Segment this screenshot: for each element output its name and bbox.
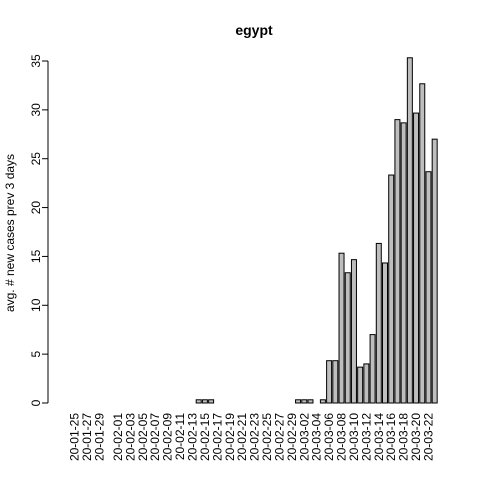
x-tick-label: 20-02-01 [111,413,125,461]
bar [332,360,339,404]
bar [208,399,215,404]
bar [350,259,357,404]
y-tick-label: 20 [29,201,43,215]
bar [431,138,438,404]
chart-title: egypt [235,22,273,38]
bar [413,112,420,404]
x-tick-label: 20-02-09 [161,413,175,461]
x-tick-label: 20-03-20 [409,413,423,461]
bar [295,399,302,404]
y-tick-label: 35 [29,54,43,68]
x-tick-label: 20-03-12 [359,413,373,461]
x-tick-label: 20-02-19 [223,413,237,461]
x-tick-label: 20-03-18 [397,413,411,461]
x-tick-label: 20-03-14 [372,413,386,461]
x-tick-label: 20-03-06 [322,413,336,461]
bar [195,399,202,404]
y-tick-label: 15 [29,249,43,263]
bar [363,363,370,404]
bar [400,122,407,404]
x-tick-label: 20-02-03 [123,413,137,461]
bar [375,242,382,404]
x-tick-label: 20-03-10 [347,413,361,461]
bar [369,334,376,404]
x-tick-label: 20-02-13 [185,413,199,461]
y-axis-label: avg. # new cases prev 3 days [3,154,17,312]
x-tick-label: 20-03-08 [335,413,349,461]
bar [406,57,413,404]
y-tick-label: 30 [29,103,43,117]
bar [326,360,333,404]
x-tick-label: 20-02-15 [198,413,212,461]
y-tick-label: 5 [29,350,43,357]
y-tick-label: 25 [29,152,43,166]
x-tick-label: 20-02-23 [248,413,262,461]
bars [195,57,438,404]
bar [301,399,308,404]
x-tick-label: 20-01-25 [68,413,82,461]
x-tick-label: 20-02-29 [285,413,299,461]
x-tick-label: 20-02-17 [210,413,224,461]
bar [425,171,432,404]
x-tick-label: 20-02-07 [148,413,162,461]
bar [319,399,326,404]
x-tick-label: 20-02-27 [272,413,286,461]
x-tick-label: 20-02-21 [235,413,249,461]
bar [357,366,364,404]
y-tick-label: 10 [29,298,43,312]
x-tick-label: 20-03-04 [310,413,324,461]
x-tick-label: 20-02-25 [260,413,274,461]
x-tick-label: 20-01-29 [92,413,106,461]
x-tick-label: 20-02-11 [173,413,187,460]
bar [338,252,345,404]
bar [344,272,351,404]
x-tick-label: 20-03-02 [297,413,311,461]
x-tick-label: 20-03-22 [421,413,435,461]
x-tick-label: 20-02-05 [136,413,150,461]
bar [388,174,395,404]
bar [382,262,388,404]
bar [394,119,401,404]
bar [201,399,208,404]
y-tick-label: 0 [29,399,43,406]
x-tick-label: 20-03-16 [384,413,398,461]
bar [307,399,314,404]
bar [419,83,426,404]
y-axis: 0 5 10 15 20 25 30 35 [29,54,49,406]
x-tick-label: 20-01-27 [80,413,94,461]
